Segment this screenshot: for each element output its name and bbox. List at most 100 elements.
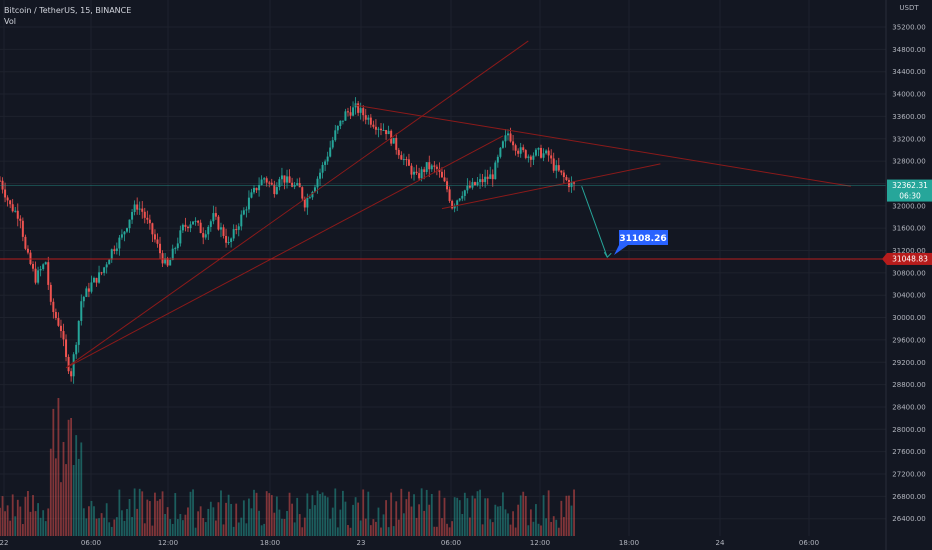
candle-body	[481, 179, 484, 183]
volume-bar	[118, 489, 121, 536]
volume-bar	[242, 500, 245, 536]
target-callout[interactable]: 31108.26	[614, 230, 668, 255]
candle-body	[202, 233, 205, 238]
candle-body	[57, 318, 60, 326]
candle-body	[550, 155, 553, 159]
candle-body	[471, 182, 474, 188]
y-tick-label: 32000.00	[892, 202, 925, 210]
volume-bar	[133, 488, 136, 536]
candle-body	[415, 171, 418, 174]
volume-bar	[512, 511, 514, 536]
candle-body	[440, 171, 443, 178]
volume-bar	[456, 497, 459, 536]
candle-body	[250, 192, 253, 198]
volume-bar	[461, 513, 464, 536]
trendline	[65, 40, 529, 369]
y-tick-label: 30800.00	[892, 269, 925, 277]
candle-body	[501, 141, 504, 148]
candle-body	[11, 204, 14, 212]
volume-bar	[418, 504, 420, 536]
symbol-label[interactable]: Bitcoin / TetherUS, 15, BINANCE	[4, 6, 132, 15]
volume-bar	[131, 517, 133, 536]
volume-bar	[334, 488, 337, 536]
candle-body	[349, 112, 352, 116]
volume-bar	[535, 504, 537, 536]
candle-body	[75, 344, 78, 355]
candle-body	[176, 243, 179, 249]
candle-body	[552, 158, 555, 171]
volume-bar	[52, 408, 55, 536]
candle-body	[110, 249, 113, 260]
candle-body	[410, 165, 413, 175]
candle-body	[95, 277, 98, 283]
volume-bar	[453, 497, 456, 536]
candle-body	[319, 172, 322, 179]
volume-bar	[110, 526, 113, 536]
volume-bar	[32, 495, 34, 536]
volume-bar	[377, 507, 380, 536]
candle-body	[321, 164, 324, 173]
volume-bar	[225, 502, 227, 536]
candle-body	[352, 107, 355, 116]
candle-body	[443, 177, 446, 182]
candle-body	[52, 301, 55, 313]
volume-bar	[260, 525, 263, 536]
volume-bar	[347, 525, 349, 536]
candle-body	[524, 150, 527, 158]
candle-body	[1, 180, 4, 190]
candle-body	[491, 174, 494, 180]
candle-body	[499, 147, 502, 157]
volume-bar	[11, 494, 14, 536]
volume-bar	[357, 502, 360, 536]
volume-bar	[194, 527, 197, 536]
volume-bar	[278, 509, 281, 536]
volume-bar	[281, 518, 283, 536]
volume-bar	[502, 492, 504, 536]
candle-body	[567, 179, 570, 188]
candle-body	[85, 288, 88, 297]
candle-body	[326, 156, 329, 162]
volume-bar	[128, 498, 131, 536]
candle-body	[331, 140, 334, 148]
volume-bar	[275, 496, 278, 536]
volume-bar	[19, 506, 22, 536]
candle-body	[189, 224, 192, 229]
volume-bar	[573, 489, 575, 536]
candle-body	[324, 161, 327, 165]
trendline	[65, 135, 504, 369]
volume-bar	[410, 506, 413, 536]
candle-body	[54, 312, 57, 319]
volume-bars	[0, 398, 575, 536]
candle-body	[161, 253, 164, 264]
volume-bar	[336, 527, 339, 536]
y-tick-label: 32800.00	[892, 158, 925, 166]
volume-bar	[397, 519, 400, 536]
volume-bar	[179, 513, 182, 536]
volume-bar	[308, 508, 311, 536]
y-tick-label: 30000.00	[892, 314, 925, 322]
volume-bar	[306, 493, 309, 536]
volume-bar	[342, 490, 344, 536]
candle-body	[435, 166, 438, 169]
volume-label: Vol	[4, 17, 16, 26]
candle-body	[357, 103, 360, 113]
candle-body	[430, 165, 433, 170]
volume-bar	[545, 518, 547, 536]
volume-bar	[248, 498, 250, 536]
y-tick-label: 34800.00	[892, 46, 925, 54]
last-price-label: 32362.31	[892, 181, 928, 190]
currency-label: USDT	[899, 4, 919, 12]
volume-bar	[555, 519, 558, 536]
candle-body	[227, 241, 230, 243]
candle-body	[146, 217, 149, 220]
volume-bar	[321, 492, 324, 536]
x-tick-label: 12:00	[158, 539, 178, 547]
candle-body	[364, 115, 367, 120]
volume-bar	[75, 435, 78, 536]
y-tick-label: 33600.00	[892, 113, 925, 121]
volume-bar	[88, 506, 90, 536]
candle-body	[377, 128, 380, 130]
volume-bar	[209, 501, 212, 536]
volume-bar	[504, 509, 507, 536]
